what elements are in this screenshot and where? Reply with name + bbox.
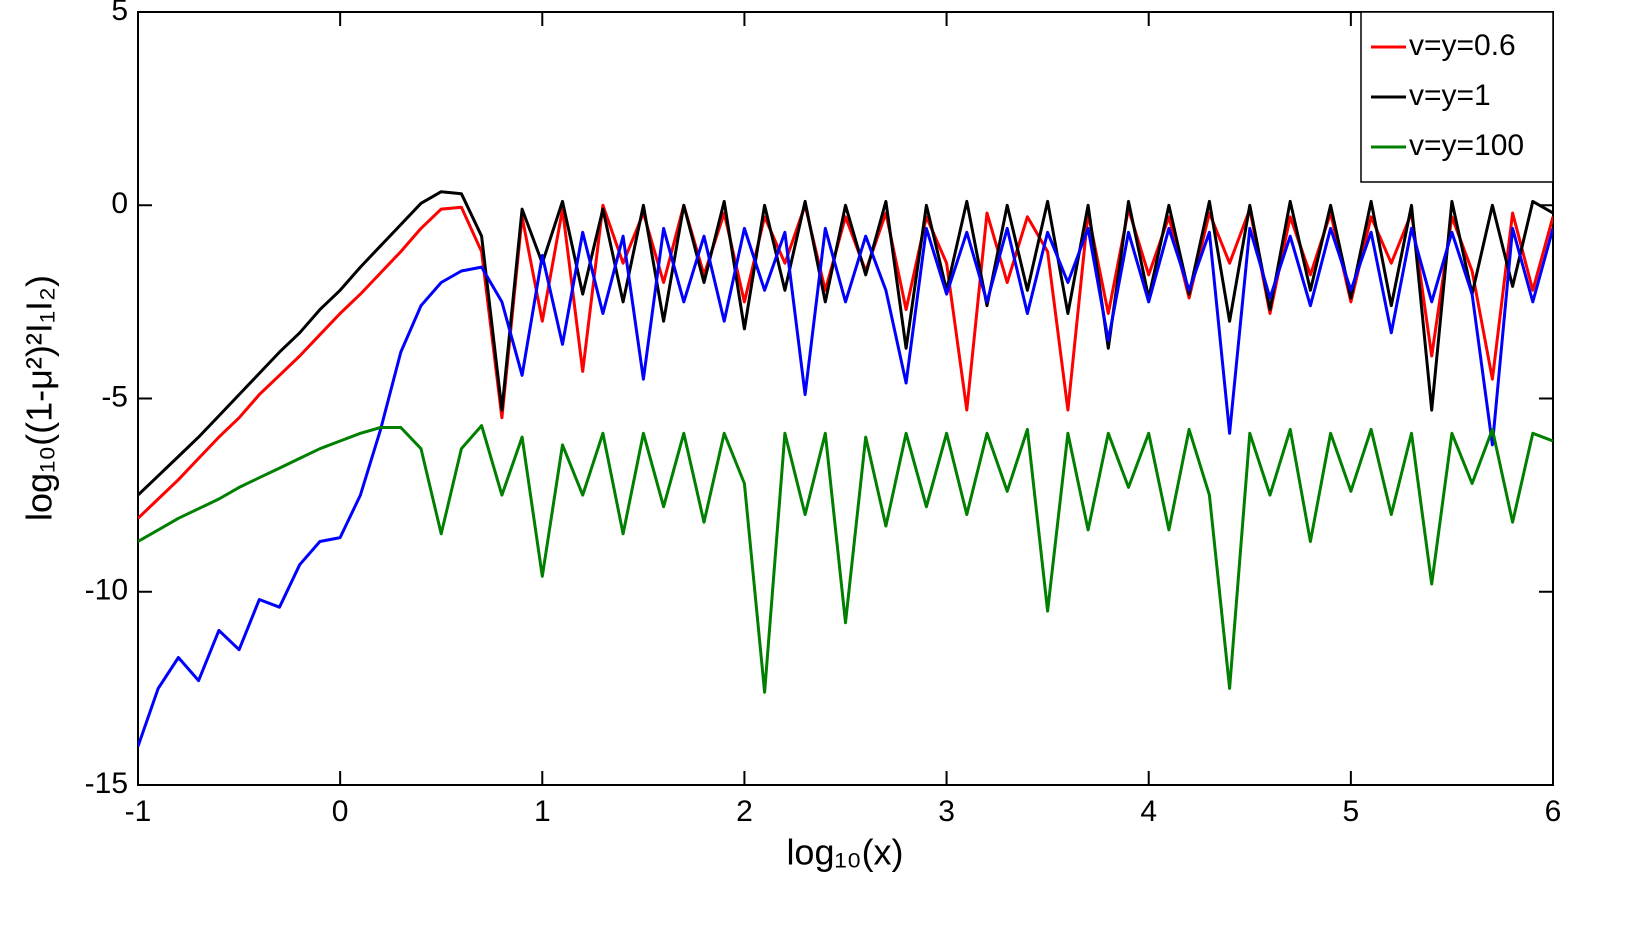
- x-tick-label: -1: [125, 795, 152, 828]
- series-line: [138, 203, 1553, 520]
- x-tick-label: 6: [1545, 795, 1562, 828]
- plot-frame: [137, 11, 1554, 786]
- series-line: [138, 424, 1553, 694]
- y-tick-label: -5: [101, 380, 128, 413]
- x-tick-label: 1: [534, 795, 551, 828]
- x-tick-label: 4: [1140, 795, 1157, 828]
- x-tick-label: 0: [332, 795, 349, 828]
- legend-label: v=y=1: [1409, 79, 1491, 112]
- y-tick-label: 5: [111, 0, 128, 27]
- series-line: [138, 226, 1553, 747]
- x-tick-label: 2: [736, 795, 753, 828]
- x-tick-label: 3: [938, 795, 955, 828]
- x-tick-label: 5: [1343, 795, 1360, 828]
- series-line: [138, 190, 1553, 497]
- legend-label: v=y=100: [1409, 129, 1524, 162]
- legend-label: v=y=0.6: [1409, 29, 1516, 62]
- y-axis-label: log₁₀((1-μ²)²I₁I₂): [19, 275, 60, 521]
- y-tick-label: 0: [111, 187, 128, 220]
- x-axis-label: log₁₀(x): [786, 832, 903, 873]
- y-tick-label: -15: [85, 767, 128, 800]
- y-tick-label: -10: [85, 574, 128, 607]
